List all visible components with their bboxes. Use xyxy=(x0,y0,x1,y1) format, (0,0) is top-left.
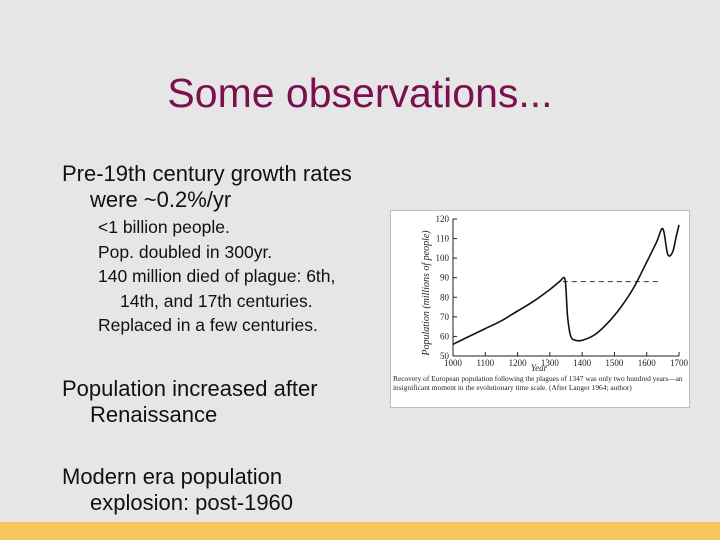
bullet-renaissance: Population increased after Renaissance xyxy=(62,376,318,428)
y-tick-label: 50 xyxy=(440,351,450,361)
chart-axes xyxy=(452,218,680,357)
x-axis-label: Year xyxy=(531,363,548,373)
bullet-growth-rates: Pre-19th century growth rates were ~0.2%… xyxy=(62,161,352,213)
x-tick-label: 1400 xyxy=(573,358,592,368)
x-tick-label: 1000 xyxy=(444,358,463,368)
bullet-growth-rates-line2: were ~0.2%/yr xyxy=(90,187,232,212)
bullet-renaissance-line2: Renaissance xyxy=(90,402,218,427)
sub-bullet-plague-line1: 140 million died of plague: 6th, xyxy=(98,266,336,286)
bullet-renaissance-line1: Population increased after xyxy=(62,376,318,401)
sub-bullet-list: <1 billion people. Pop. doubled in 300yr… xyxy=(98,215,335,338)
y-axis-label: Population (millions of people) xyxy=(421,230,432,357)
sub-bullet-replaced: Replaced in a few centuries. xyxy=(98,313,335,338)
sub-bullet-billion-text: <1 billion people. xyxy=(98,217,230,237)
y-tick-label: 70 xyxy=(440,312,450,322)
sub-bullet-plague: 140 million died of plague: 6th, 14th, a… xyxy=(98,264,335,313)
y-tick-label: 80 xyxy=(440,292,450,302)
y-tick-label: 110 xyxy=(436,234,450,244)
slide-title: Some observations... xyxy=(167,70,553,116)
figure-caption: Recovery of European population followin… xyxy=(393,374,683,392)
sub-bullet-doubled: Pop. doubled in 300yr. xyxy=(98,240,335,265)
x-tick-label: 1500 xyxy=(605,358,624,368)
bullet-modern-era: Modern era population explosion: post-19… xyxy=(62,464,293,516)
y-tick-labels: 50 60 70 80 90 100 110 120 xyxy=(436,214,450,361)
x-tick-label: 1600 xyxy=(638,358,657,368)
population-series-line xyxy=(452,224,680,346)
x-tick-label: 1300 xyxy=(541,358,560,368)
bullet-modern-era-line1: Modern era population xyxy=(62,464,283,489)
population-chart: 50 60 70 80 90 100 110 120 1000 1100 1200 1300 1400… xyxy=(393,214,689,392)
x-tick-label: 1700 xyxy=(670,358,689,368)
x-tick-labels: 1000 1100 1200 1300 1400 1500 1600 1700 xyxy=(444,358,689,368)
sub-bullet-replaced-text: Replaced in a few centuries. xyxy=(98,315,318,335)
bottom-accent-bar xyxy=(0,522,720,540)
sub-bullet-doubled-text: Pop. doubled in 300yr. xyxy=(98,241,273,262)
bullet-growth-rates-line1: Pre-19th century growth rates xyxy=(62,161,352,186)
sub-bullet-billion: <1 billion people. xyxy=(98,215,335,240)
y-tick-label: 90 xyxy=(440,273,450,283)
y-tick-label: 100 xyxy=(436,253,450,263)
y-tick-label: 120 xyxy=(436,214,450,224)
population-figure: 50 60 70 80 90 100 110 120 1000 1100 1200 1300 1400… xyxy=(390,210,690,408)
sub-bullet-plague-line2: 14th, and 17th centuries. xyxy=(120,290,313,311)
bullet-modern-era-line2: explosion: post-1960 xyxy=(90,490,294,515)
x-tick-label: 1100 xyxy=(476,358,494,368)
y-tick-label: 60 xyxy=(440,331,450,341)
x-tick-label: 1200 xyxy=(509,358,528,368)
